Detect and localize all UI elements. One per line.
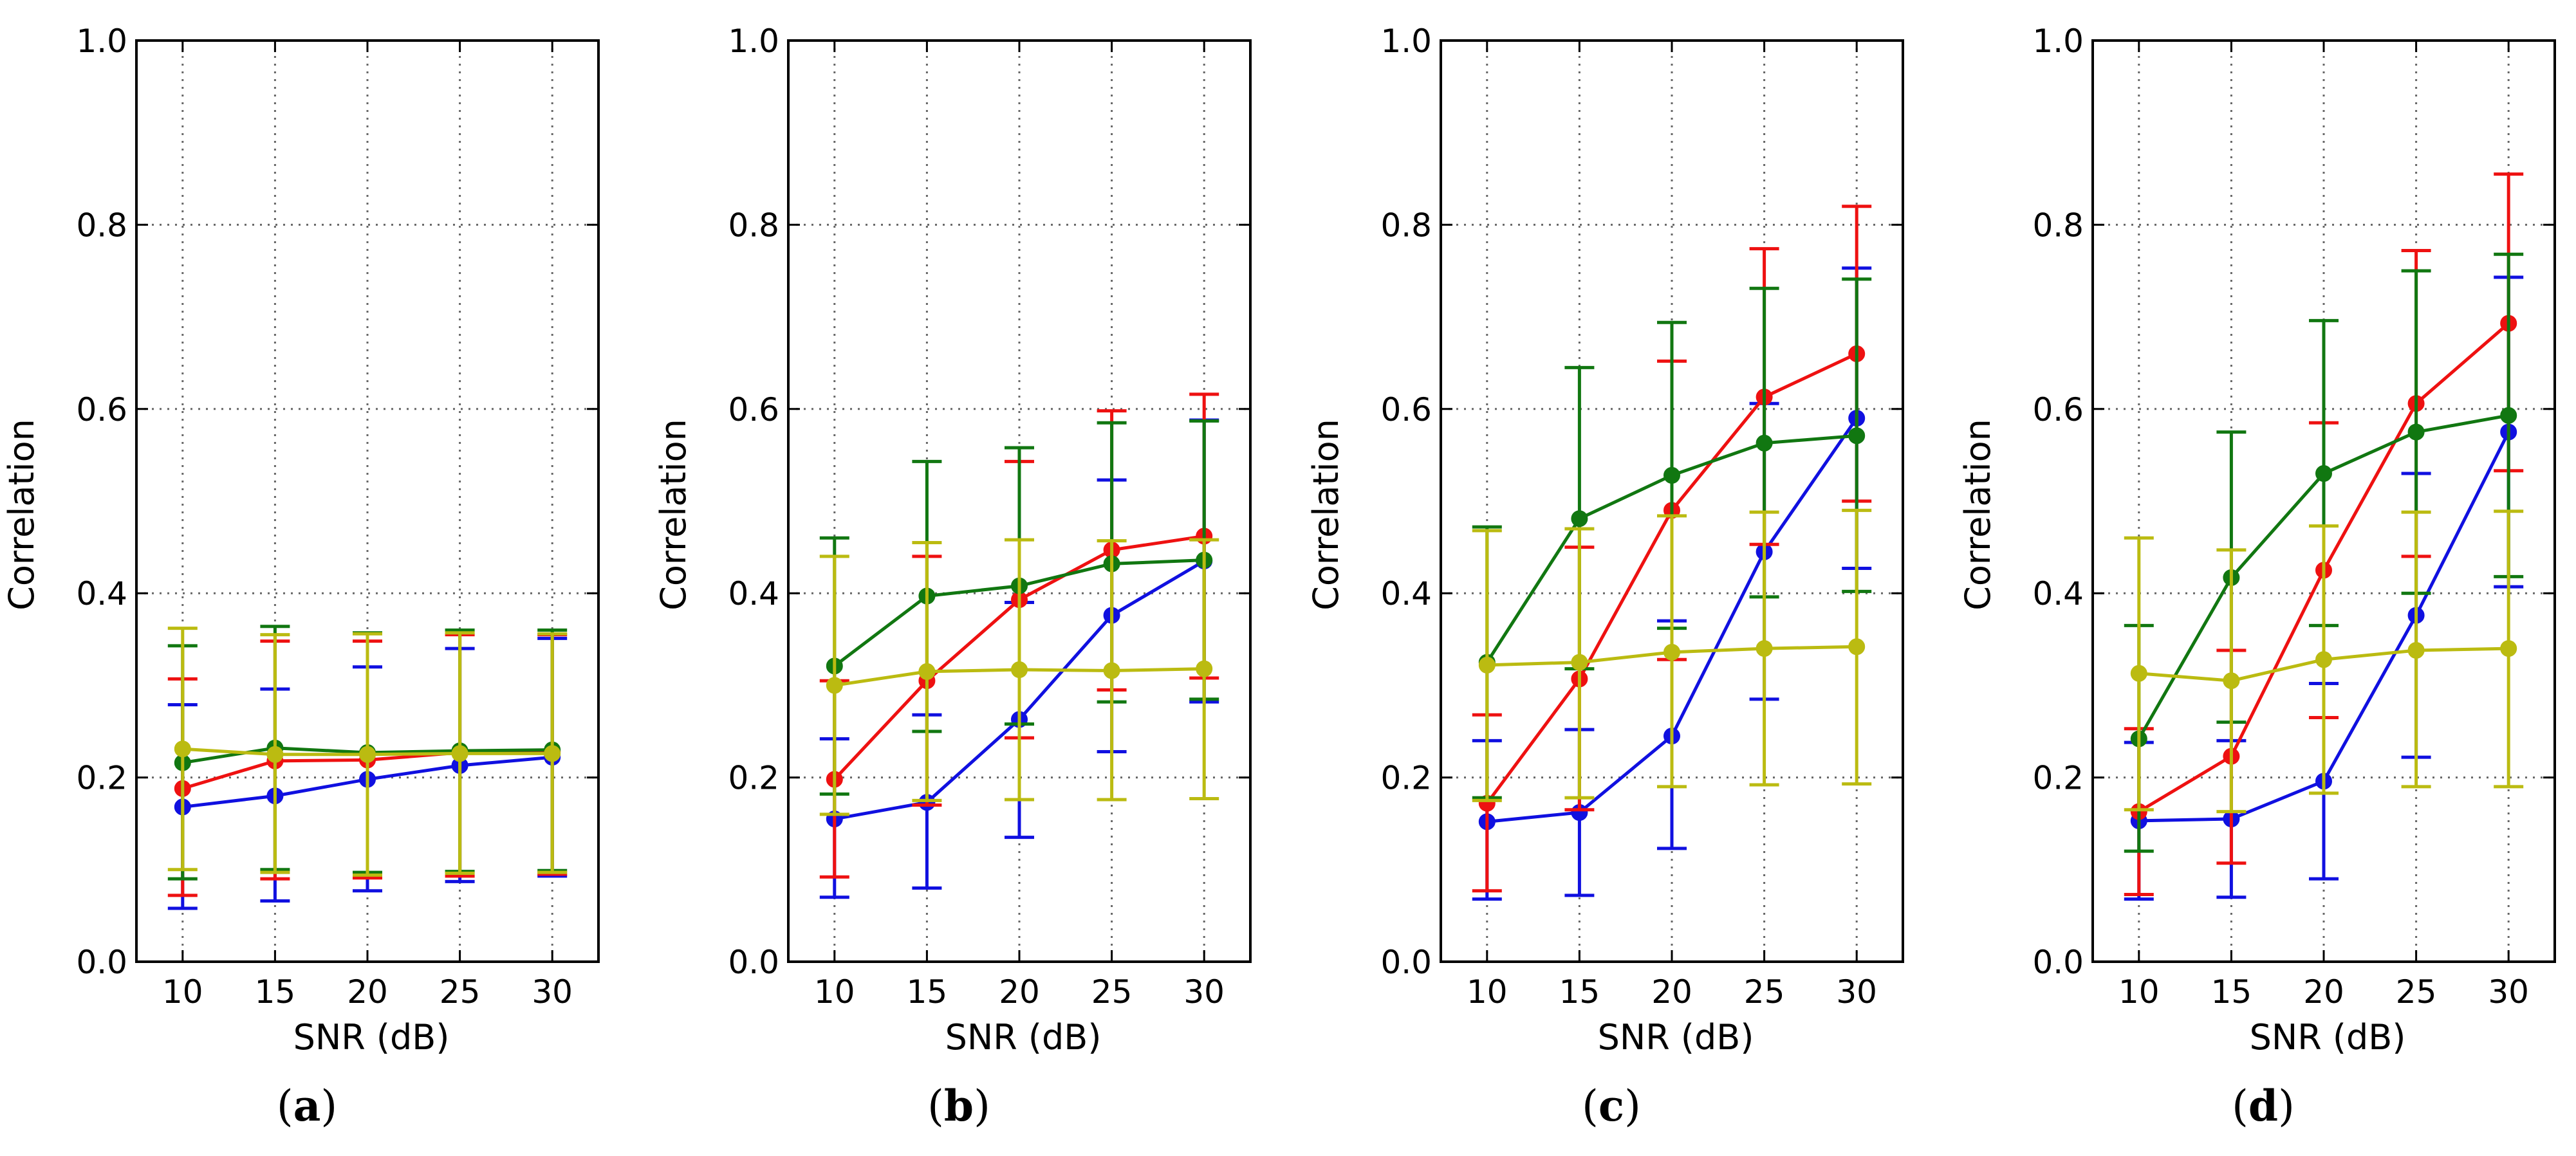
data-point-yellow [1848, 638, 1866, 656]
y-axis-label: Correlation [653, 419, 694, 610]
y-tick-label: 0.4 [76, 575, 127, 612]
y-tick-label: 1.0 [728, 23, 779, 60]
data-point-green [1571, 510, 1588, 528]
y-axis-label: Correlation [1958, 419, 1998, 610]
x-tick-label: 20 [1651, 973, 1692, 1011]
x-tick-label: 20 [999, 973, 1040, 1011]
x-tick-label: 10 [814, 973, 855, 1011]
x-tick-label: 20 [347, 973, 388, 1011]
x-tick-label: 15 [255, 973, 296, 1011]
panel-b: 10 15 20 25 30 0.0 0.2 0.4 0.6 0.8 1.0 Correlation… [653, 23, 1252, 1131]
y-axis-label: Correlation [1, 419, 42, 610]
panel-caption: (b) [927, 1081, 990, 1131]
panel-d: 10 15 20 25 30 0.0 0.2 0.4 0.6 0.8 1.0 Correlation… [1958, 23, 2556, 1131]
y-tick-label: 0.4 [1380, 575, 1432, 612]
y-tick-label: 1.0 [1380, 23, 1432, 60]
x-tick-label: 20 [2303, 973, 2344, 1011]
y-tick-label: 0.6 [728, 391, 779, 428]
y-tick-label: 0.8 [2032, 206, 2084, 244]
y-tick-label: 0.2 [728, 760, 779, 797]
data-point-yellow [266, 746, 284, 763]
x-tick-label: 15 [907, 973, 948, 1011]
y-tick-label: 0.0 [76, 944, 127, 981]
data-point-green [2500, 407, 2517, 424]
y-tick-label: 0.8 [1380, 206, 1432, 244]
x-tick-label: 25 [440, 973, 481, 1011]
x-tick-label: 30 [1836, 973, 1877, 1011]
x-axis-label: SNR (dB) [2250, 1017, 2406, 1058]
data-point-yellow [1663, 643, 1680, 661]
data-point-yellow [174, 740, 191, 758]
data-point-yellow [826, 677, 843, 694]
x-tick-label: 10 [2118, 973, 2160, 1011]
series-yellow [167, 627, 568, 877]
panel-c: 10 15 20 25 30 0.0 0.2 0.4 0.6 0.8 1.0 Correlation… [1306, 23, 1904, 1131]
x-tick-label: 25 [2396, 973, 2437, 1011]
y-tick-label: 0.4 [728, 575, 779, 612]
x-tick-label: 25 [1091, 973, 1133, 1011]
x-tick-label: 30 [1183, 973, 1225, 1011]
y-tick-label: 0.6 [76, 391, 127, 428]
data-point-green [1663, 466, 1680, 484]
x-tick-label: 30 [2488, 973, 2529, 1011]
y-tick-label: 0.2 [76, 760, 127, 797]
panel-a: 10 15 20 25 30 0.0 0.2 0.4 0.6 0.8 1.0 Correlation… [1, 23, 600, 1131]
data-point-yellow [1103, 662, 1120, 679]
y-tick-label: 0.2 [1380, 760, 1432, 797]
data-point-yellow [2130, 665, 2147, 682]
y-tick-label: 1.0 [2032, 23, 2084, 60]
panel-caption: (a) [277, 1081, 337, 1131]
data-point-yellow [1011, 661, 1028, 679]
data-point-yellow [1478, 656, 1496, 674]
series-yellow [1472, 508, 1872, 802]
series-yellow [819, 538, 1219, 816]
data-point-green [1848, 427, 1866, 445]
panel-caption: (d) [2232, 1081, 2295, 1131]
data-point-yellow [2223, 672, 2240, 690]
x-axis-label: SNR (dB) [293, 1017, 450, 1058]
y-tick-label: 0.0 [1380, 944, 1432, 981]
x-axis-label: SNR (dB) [1598, 1017, 1754, 1058]
y-tick-label: 0.0 [728, 944, 779, 981]
y-tick-label: 0.8 [728, 206, 779, 244]
data-point-yellow [544, 745, 561, 762]
y-tick-label: 0.6 [1380, 391, 1432, 428]
y-tick-label: 0.2 [2032, 760, 2084, 797]
y-tick-label: 0.0 [2032, 944, 2084, 981]
series-yellow [2124, 509, 2524, 814]
panel-caption: (c) [1582, 1081, 1641, 1131]
y-tick-label: 0.8 [76, 206, 127, 244]
data-point-yellow [359, 746, 376, 763]
data-point-yellow [1756, 640, 1773, 657]
y-tick-label: 0.4 [2032, 575, 2084, 612]
x-tick-label: 15 [2211, 973, 2252, 1011]
x-tick-label: 10 [1467, 973, 1508, 1011]
data-point-yellow [918, 663, 936, 680]
data-point-yellow [1571, 654, 1588, 671]
x-tick-label: 25 [1744, 973, 1785, 1011]
data-point-yellow [2407, 641, 2425, 659]
data-point-green [1756, 434, 1773, 452]
x-tick-label: 30 [532, 973, 573, 1011]
y-tick-label: 1.0 [76, 23, 127, 60]
y-axis-label: Correlation [1306, 419, 1346, 610]
data-point-green [2315, 465, 2332, 482]
x-tick-label: 15 [1559, 973, 1600, 1011]
data-point-yellow [2500, 640, 2517, 657]
data-point-yellow [2315, 651, 2332, 668]
data-point-green [2407, 423, 2425, 441]
y-tick-label: 0.6 [2032, 391, 2084, 428]
x-tick-label: 10 [162, 973, 203, 1011]
data-point-yellow [451, 745, 468, 762]
x-axis-label: SNR (dB) [945, 1017, 1102, 1058]
data-point-yellow [1196, 660, 1213, 677]
